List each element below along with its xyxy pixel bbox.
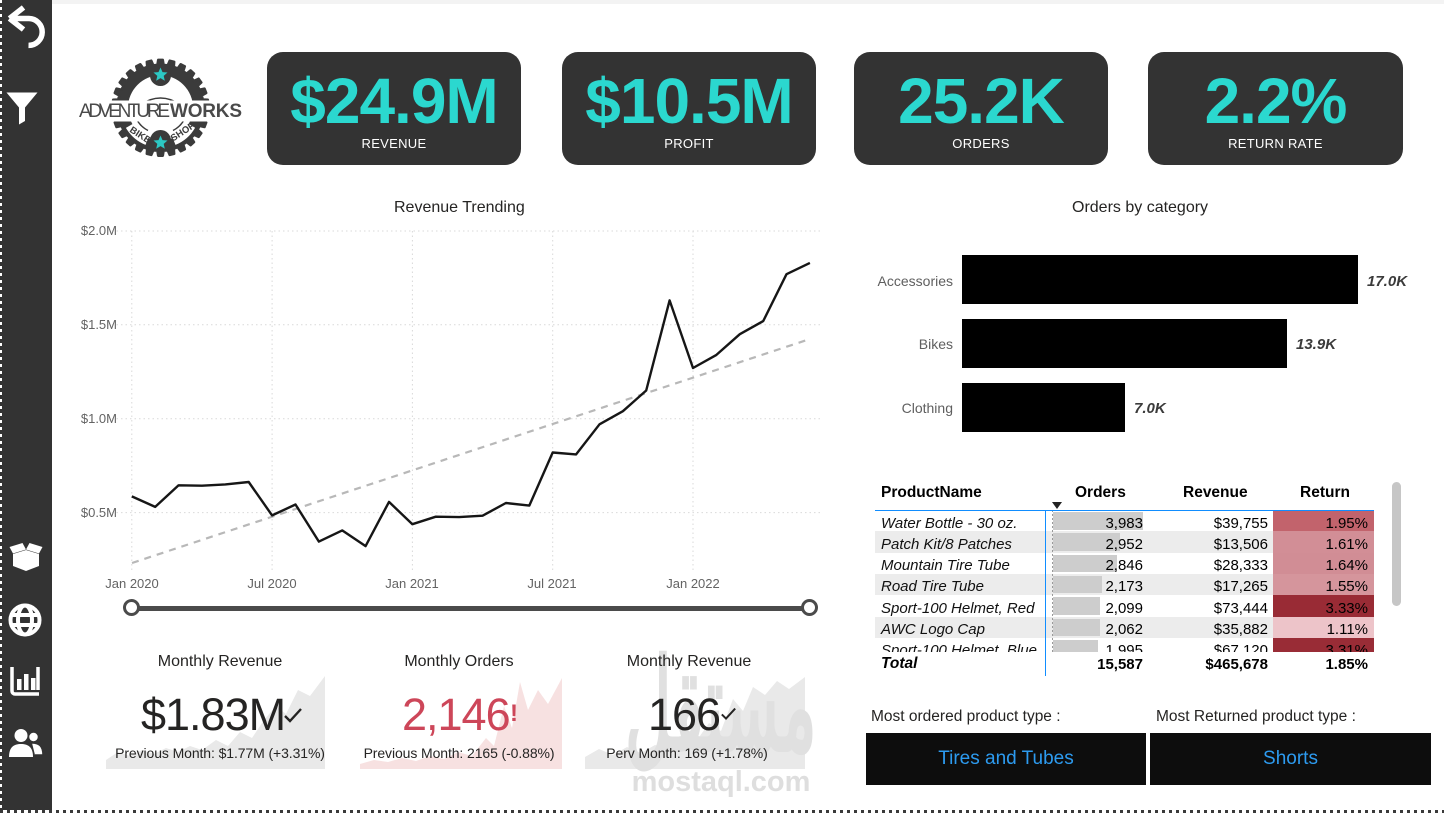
svg-text:WORKS: WORKS: [170, 101, 242, 122]
svg-text:ADVENTURE: ADVENTURE: [79, 101, 170, 122]
